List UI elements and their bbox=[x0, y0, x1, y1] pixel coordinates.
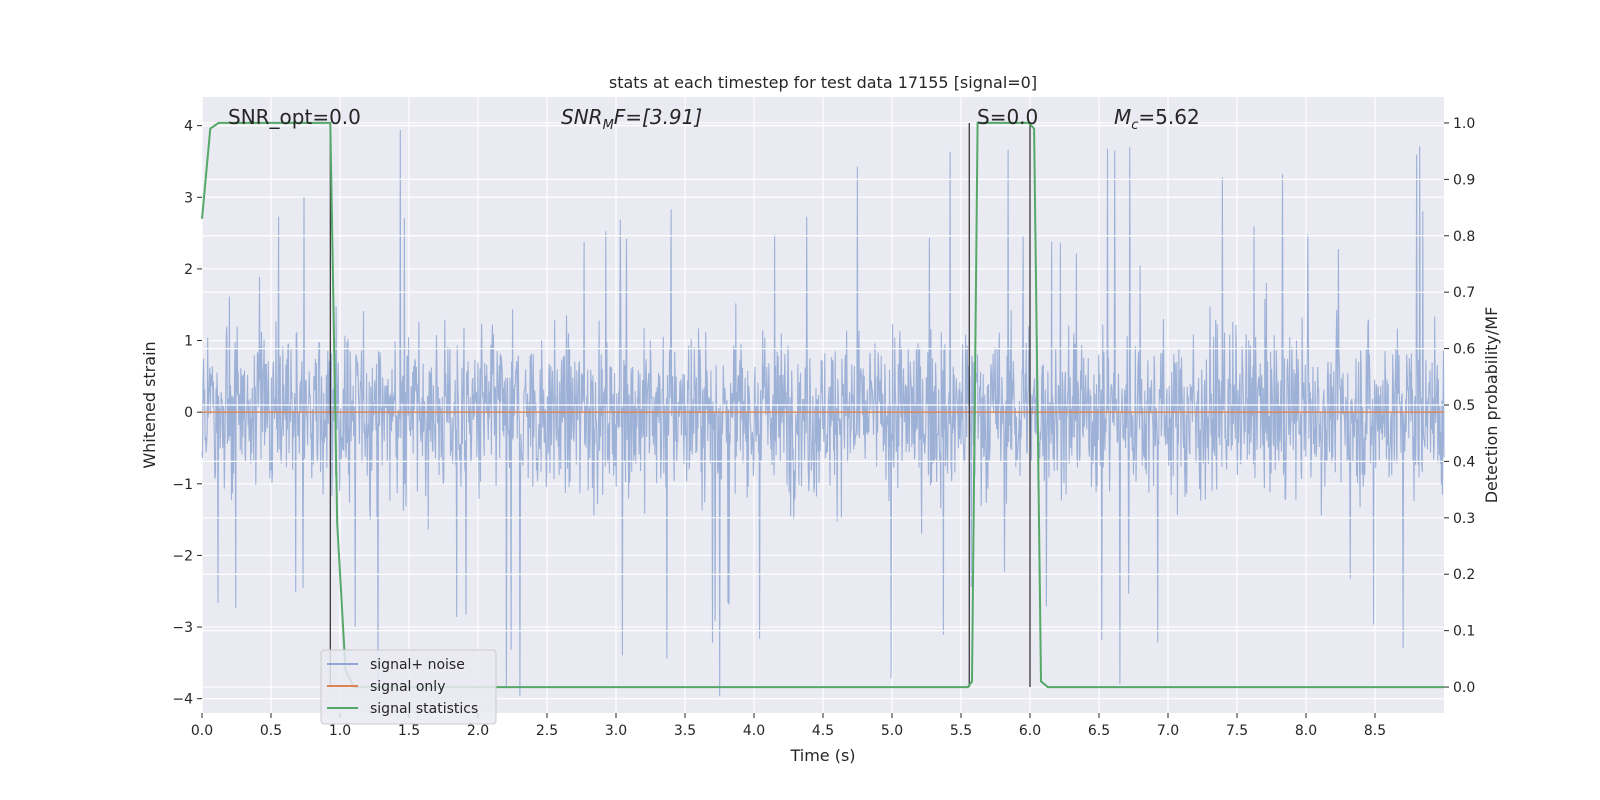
y2-tick-label: 0.6 bbox=[1453, 342, 1475, 358]
x-tick-label: 0.0 bbox=[191, 723, 213, 739]
y-tick-label: −1 bbox=[172, 477, 193, 493]
signal-noise-series bbox=[201, 129, 1445, 697]
legend: signal+ noise signal only signal statist… bbox=[320, 649, 497, 725]
annotation-snr-mf-sub: M bbox=[603, 118, 614, 133]
x-tick-label: 3.5 bbox=[674, 723, 696, 739]
y2-tick-label: 0.5 bbox=[1453, 398, 1475, 414]
x-tick-label: 7.0 bbox=[1157, 723, 1179, 739]
y2-tick-label: 0.8 bbox=[1453, 229, 1475, 245]
y-tick-label: 2 bbox=[184, 262, 193, 278]
y2-axis-label: Detection probability/MF bbox=[1482, 307, 1501, 504]
y-tick-label: 0 bbox=[184, 405, 193, 421]
y2-tick-label: 1.0 bbox=[1453, 116, 1475, 132]
y-tick-label: 3 bbox=[184, 190, 193, 206]
chart-title: stats at each timestep for test data 171… bbox=[609, 73, 1037, 92]
annotation-mc-base: M bbox=[1114, 105, 1131, 129]
signal-statistics-line bbox=[201, 121, 1444, 689]
x-tick-label: 2.0 bbox=[467, 723, 489, 739]
y2-tick-label: 0.0 bbox=[1453, 680, 1475, 696]
legend-label-signal-statistics: signal statistics bbox=[370, 701, 478, 717]
axes: 0.0 0.5 1.0 1.5 2.0 2.5 3.0 3.5 4.0 4.5 5.0 5.5 6.0 6… bbox=[172, 116, 1475, 739]
x-tick-label: 3.0 bbox=[605, 723, 627, 739]
legend-label-signal-only: signal only bbox=[370, 679, 445, 695]
annotation-snr-mf: SNRMF=[3.91] bbox=[561, 105, 702, 133]
y2-tick-label: 0.9 bbox=[1453, 172, 1475, 188]
x-tick-label: 6.0 bbox=[1019, 723, 1041, 739]
legend-box bbox=[320, 649, 497, 725]
x-tick-label: 4.0 bbox=[743, 723, 765, 739]
y-tick-label: 1 bbox=[184, 334, 193, 350]
x-tick-label: 7.5 bbox=[1226, 723, 1248, 739]
data-layer bbox=[201, 121, 1444, 689]
x-tick-label: 2.5 bbox=[536, 723, 558, 739]
y-tick-label: 4 bbox=[184, 119, 193, 135]
legend-label-signal-noise: signal+ noise bbox=[370, 657, 465, 673]
y-tick-label: −3 bbox=[172, 620, 193, 636]
annotation-snr-mf-tail: F=[3.91] bbox=[614, 105, 702, 129]
annotation-mc-tail: =5.62 bbox=[1138, 105, 1199, 129]
y2-tick-label: 0.3 bbox=[1453, 511, 1475, 527]
signal-noise-line bbox=[201, 129, 1445, 697]
y2-tick-label: 0.1 bbox=[1453, 624, 1475, 640]
y2-tick-label: 0.7 bbox=[1453, 285, 1475, 301]
x-tick-label: 5.5 bbox=[950, 723, 972, 739]
x-tick-label: 4.5 bbox=[812, 723, 834, 739]
annotation-snr-opt: SNR_opt=0.0 bbox=[228, 105, 361, 129]
x-tick-label: 1.0 bbox=[329, 723, 351, 739]
y-tick-label: −2 bbox=[172, 548, 193, 564]
annotation-snr-mf-base: SNR bbox=[561, 105, 603, 129]
x-axis-label: Time (s) bbox=[789, 746, 855, 765]
x-tick-label: 6.5 bbox=[1088, 723, 1110, 739]
x-tick-label: 1.5 bbox=[398, 723, 420, 739]
x-tick-label: 8.5 bbox=[1364, 723, 1386, 739]
x-tick-label: 8.0 bbox=[1295, 723, 1317, 739]
x-tick-label: 5.0 bbox=[881, 723, 903, 739]
y2-tick-label: 0.4 bbox=[1453, 454, 1475, 470]
annotation-mc: Mc=5.62 bbox=[1114, 105, 1200, 133]
x-tick-label: 0.5 bbox=[260, 723, 282, 739]
y-tick-label: −4 bbox=[172, 692, 193, 708]
y-axis-label: Whitened strain bbox=[140, 341, 159, 468]
y2-tick-label: 0.2 bbox=[1453, 567, 1475, 583]
annotation-s: S=0.0 bbox=[977, 105, 1038, 129]
annotation-mc-sub: c bbox=[1131, 118, 1138, 133]
